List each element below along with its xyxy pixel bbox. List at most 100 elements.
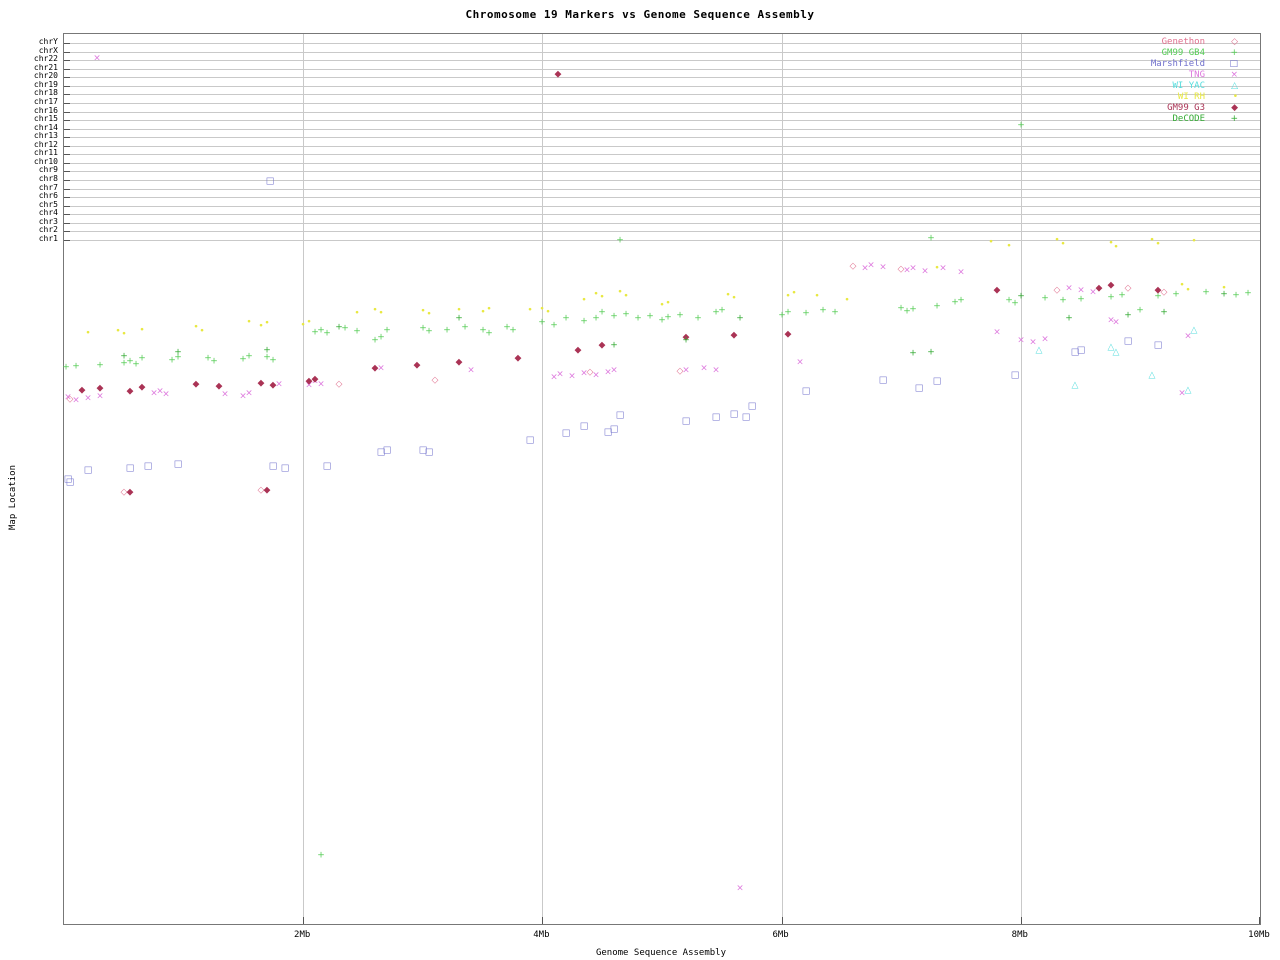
data-point-gm99-gb4: + (443, 325, 451, 336)
data-point-gm99-g3: ◆ (413, 360, 421, 371)
data-point-marshfield: □ (1123, 336, 1133, 347)
legend-item-tng: TNG × (0, 70, 1280, 81)
data-point-gm99-g3: ◆ (263, 485, 271, 496)
chromosome-gridline (64, 163, 1260, 164)
data-point-marshfield: □ (615, 410, 625, 421)
data-point-marshfield: □ (376, 447, 386, 458)
data-point-gm99-gb4: + (1077, 294, 1085, 305)
plot-area: ◇ ◇ ◇ ◇ ◇ ◇ ◇ ◇ ◇ ◇ ◇ ◇ + + + + + + + + + + + + + + + + + + + + + + + + + + + +… (62, 33, 1261, 925)
data-point-wi-rh: • (1060, 239, 1066, 250)
data-point-wi-rh: • (791, 288, 797, 299)
data-point-tng: × (1077, 285, 1085, 296)
y-tick-mark (64, 137, 70, 138)
data-point-wi-rh: • (193, 322, 199, 333)
data-point-tng: × (879, 262, 887, 273)
data-point-tng: × (682, 365, 690, 376)
data-point-wi-rh: • (480, 307, 486, 318)
data-point-gm99-gb4: + (562, 313, 570, 324)
data-point-marshfield: □ (579, 421, 589, 432)
x-tick-mark (782, 917, 783, 924)
chromosome-gridline (64, 214, 1260, 215)
data-point-gm99-g3: ◆ (1154, 285, 1162, 296)
data-point-gm99-g3: ◆ (730, 330, 738, 341)
data-point-wi-rh: • (1149, 235, 1155, 246)
data-point-tng: × (245, 388, 253, 399)
data-point-decode: + (263, 345, 271, 356)
data-point-wi-rh: • (264, 318, 270, 329)
data-point-tng: × (275, 379, 283, 390)
chromosome-gridline (64, 52, 1260, 53)
data-point-gm99-gb4: + (718, 305, 726, 316)
data-point-tng: × (921, 266, 929, 277)
y-tick-mark (64, 154, 70, 155)
y-axis-tick-label: chr16 (33, 106, 58, 115)
data-point-tng: × (796, 357, 804, 368)
data-point-gm99-gb4: + (957, 295, 965, 306)
x-axis-tick-label: 4Mb (533, 930, 550, 940)
data-point-gm99-g3: ◆ (305, 376, 313, 387)
data-point-tng: × (239, 391, 247, 402)
data-point-gm99-gb4: + (62, 362, 70, 373)
data-point-marshfield: □ (747, 401, 757, 412)
data-point-gm99-gb4: + (1154, 291, 1162, 302)
data-point-decode: + (610, 340, 618, 351)
data-point-tng: × (556, 369, 564, 380)
y-axis-tick-label: chr1 (38, 234, 58, 243)
y-tick-mark (64, 214, 70, 215)
y-tick-mark (64, 43, 70, 44)
data-point-gm99-gb4: + (634, 313, 642, 324)
data-point-marshfield: □ (741, 412, 751, 423)
data-point-marshfield: □ (1076, 345, 1086, 356)
data-point-gm99-g3: ◆ (371, 363, 379, 374)
y-tick-mark (64, 52, 70, 53)
data-point-wi-rh: • (372, 305, 378, 316)
data-point-decode: + (682, 335, 690, 346)
legend-marker-diamond-open: ◇ (1231, 37, 1238, 47)
data-point-wi-rh: • (617, 287, 623, 298)
data-point-wi-rh: • (378, 308, 384, 319)
data-point-tng: × (84, 393, 92, 404)
y-tick-mark (64, 197, 70, 198)
data-point-tng: × (903, 265, 911, 276)
chromosome-gridline (64, 189, 1260, 190)
data-point-tng: × (736, 883, 744, 894)
data-point-marshfield: □ (711, 412, 721, 423)
data-point-wi-yac: △ (1071, 380, 1079, 391)
data-point-gm99-gb4: + (903, 306, 911, 317)
data-point-gm99-gb4: + (1041, 293, 1049, 304)
data-point-gm99-g3: ◆ (311, 374, 319, 385)
data-point-marshfield: □ (418, 445, 428, 456)
legend-label: GM99 G3 (1167, 103, 1205, 113)
y-tick-mark (64, 240, 70, 241)
data-point-gm99-gb4: + (1118, 290, 1126, 301)
data-point-tng: × (712, 365, 720, 376)
data-point-tng: × (993, 327, 1001, 338)
data-point-gm99-gb4: + (592, 313, 600, 324)
data-point-tng: × (861, 263, 869, 274)
y-tick-mark (64, 163, 70, 164)
data-point-wi-rh: • (785, 291, 791, 302)
data-point-wi-rh: • (486, 304, 492, 315)
data-point-tng: × (550, 372, 558, 383)
chromosome-gridline (64, 94, 1260, 95)
data-point-genethon: ◇ (586, 367, 594, 378)
y-tick-mark (64, 146, 70, 147)
data-point-tng: × (1089, 287, 1097, 298)
data-point-marshfield: □ (609, 424, 619, 435)
data-point-gm99-gb4: + (676, 310, 684, 321)
data-point-gm99-gb4: + (694, 313, 702, 324)
data-point-marshfield: □ (1153, 340, 1163, 351)
data-point-gm99-gb4: + (616, 235, 624, 246)
data-point-wi-rh: • (581, 295, 587, 306)
y-axis-label: Map Location (8, 464, 18, 530)
data-point-marshfield: □ (125, 463, 135, 474)
data-point-wi-rh: • (623, 291, 629, 302)
y-axis-tick-label: chr21 (33, 63, 58, 72)
data-point-tng: × (1029, 337, 1037, 348)
data-point-wi-yac: △ (1184, 385, 1192, 396)
data-point-wi-rh: • (665, 298, 671, 309)
y-axis-tick-label: chr8 (38, 174, 58, 183)
y-axis-tick-label: chr5 (38, 200, 58, 209)
chromosome-gridline (64, 223, 1260, 224)
